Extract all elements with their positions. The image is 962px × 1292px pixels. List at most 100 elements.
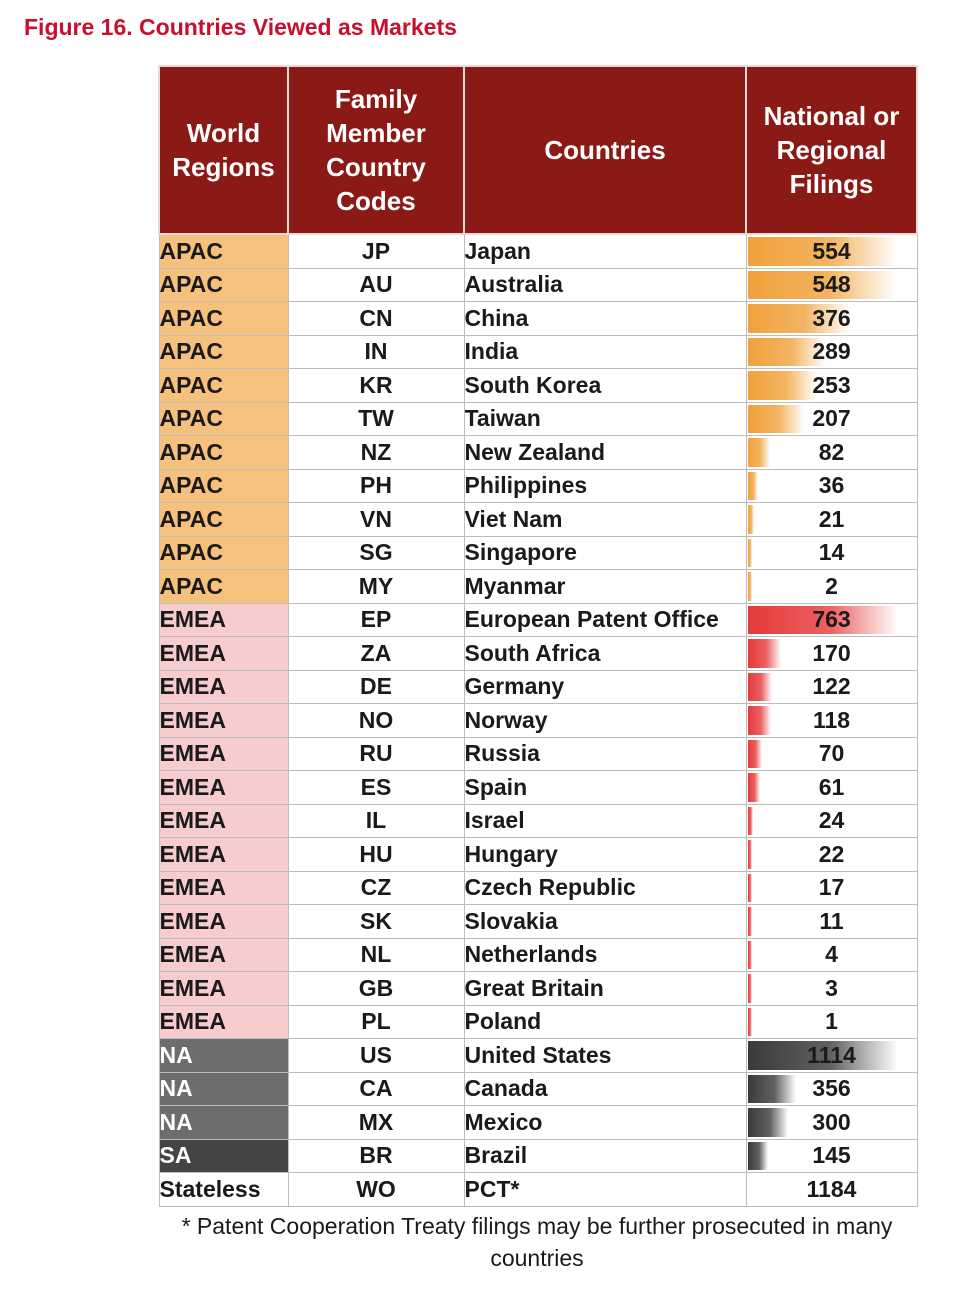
filings-cell: 17 — [746, 871, 917, 905]
country-name-cell: Myanmar — [464, 570, 746, 604]
table-row: APACCNChina376 — [159, 302, 917, 336]
region-cell: EMEA — [159, 603, 288, 637]
filings-databar — [748, 773, 760, 802]
filings-databar — [748, 673, 772, 702]
filings-databar — [748, 874, 752, 903]
country-name-cell: Norway — [464, 704, 746, 738]
filings-cell: 763 — [746, 603, 917, 637]
country-name-cell: Israel — [464, 804, 746, 838]
filings-cell: 61 — [746, 771, 917, 805]
region-cell: EMEA — [159, 804, 288, 838]
filings-value: 3 — [825, 975, 838, 1001]
region-cell: APAC — [159, 503, 288, 537]
country-name-cell: Great Britain — [464, 972, 746, 1006]
filings-cell: 122 — [746, 670, 917, 704]
region-cell: EMEA — [159, 972, 288, 1006]
table-row: NAUSUnited States1114 — [159, 1039, 917, 1073]
filings-cell: 14 — [746, 536, 917, 570]
country-name-cell: Australia — [464, 268, 746, 302]
filings-cell: 253 — [746, 369, 917, 403]
table-row: APACSGSingapore14 — [159, 536, 917, 570]
country-name-cell: United States — [464, 1039, 746, 1073]
filings-value: 300 — [812, 1109, 850, 1135]
filings-value: 122 — [812, 673, 850, 699]
filings-value: 24 — [819, 807, 845, 833]
region-cell: APAC — [159, 536, 288, 570]
markets-table: World Regions Family Member Country Code… — [158, 65, 918, 1207]
filings-databar — [748, 941, 752, 970]
country-code-cell: TW — [288, 402, 464, 436]
figure-title: Figure 16. Countries Viewed as Markets — [24, 14, 457, 41]
country-code-cell: NL — [288, 938, 464, 972]
country-name-cell: India — [464, 335, 746, 369]
filings-cell: 118 — [746, 704, 917, 738]
country-name-cell: New Zealand — [464, 436, 746, 470]
filings-value: 1 — [825, 1008, 838, 1034]
filings-value: 70 — [819, 740, 845, 766]
filings-databar — [748, 1142, 768, 1171]
table-row: APACKRSouth Korea253 — [159, 369, 917, 403]
filings-cell: 376 — [746, 302, 917, 336]
filings-databar — [748, 472, 758, 501]
filings-cell: 145 — [746, 1139, 917, 1173]
filings-cell: 554 — [746, 234, 917, 268]
country-name-cell: Poland — [464, 1005, 746, 1039]
filings-cell: 289 — [746, 335, 917, 369]
table-row: EMEAILIsrael 24 — [159, 804, 917, 838]
filings-cell: 3 — [746, 972, 917, 1006]
country-name-cell: European Patent Office — [464, 603, 746, 637]
country-code-cell: IL — [288, 804, 464, 838]
region-cell: EMEA — [159, 905, 288, 939]
filings-cell: 11 — [746, 905, 917, 939]
region-cell: EMEA — [159, 838, 288, 872]
filings-value: 145 — [812, 1142, 850, 1168]
filings-value: 554 — [812, 238, 850, 264]
filings-value: 36 — [819, 472, 845, 498]
table-row: EMEAGBGreat Britain3 — [159, 972, 917, 1006]
filings-value: 82 — [819, 439, 845, 465]
country-code-cell: EP — [288, 603, 464, 637]
filings-cell: 70 — [746, 737, 917, 771]
country-name-cell: Slovakia — [464, 905, 746, 939]
filings-cell: 207 — [746, 402, 917, 436]
country-code-cell: MX — [288, 1106, 464, 1140]
region-cell: APAC — [159, 302, 288, 336]
filings-value: 356 — [812, 1075, 850, 1101]
filings-value: 763 — [812, 606, 850, 632]
filings-databar — [748, 840, 752, 869]
country-code-cell: WO — [288, 1173, 464, 1207]
footnote: * Patent Cooperation Treaty filings may … — [160, 1210, 914, 1274]
country-name-cell: Brazil — [464, 1139, 746, 1173]
table-row: EMEADEGermany122 — [159, 670, 917, 704]
table-row: EMEASKSlovakia11 — [159, 905, 917, 939]
filings-cell: 548 — [746, 268, 917, 302]
filings-cell: 170 — [746, 637, 917, 671]
country-name-cell: Singapore — [464, 536, 746, 570]
country-name-cell: Taiwan — [464, 402, 746, 436]
filings-value: 170 — [812, 640, 850, 666]
country-name-cell: Canada — [464, 1072, 746, 1106]
region-cell: EMEA — [159, 938, 288, 972]
table-row: APACTWTaiwan207 — [159, 402, 917, 436]
region-cell: APAC — [159, 436, 288, 470]
filings-cell: 24 — [746, 804, 917, 838]
country-code-cell: CA — [288, 1072, 464, 1106]
region-cell: EMEA — [159, 1005, 288, 1039]
filings-cell: 36 — [746, 469, 917, 503]
country-code-cell: PH — [288, 469, 464, 503]
table-body: APACJPJapan554APACAUAustralia548APACCNCh… — [159, 234, 917, 1206]
table-row: APACPHPhilippines 36 — [159, 469, 917, 503]
region-cell: EMEA — [159, 871, 288, 905]
filings-cell: 356 — [746, 1072, 917, 1106]
country-name-cell: Philippines — [464, 469, 746, 503]
region-cell: APAC — [159, 469, 288, 503]
filings-cell: 82 — [746, 436, 917, 470]
filings-value: 376 — [812, 305, 850, 331]
country-name-cell: Netherlands — [464, 938, 746, 972]
table-row: APACVNViet Nam21 — [159, 503, 917, 537]
country-name-cell: Russia — [464, 737, 746, 771]
region-cell: EMEA — [159, 737, 288, 771]
country-name-cell: South Africa — [464, 637, 746, 671]
table-row: EMEACZCzech Republic17 — [159, 871, 917, 905]
filings-cell: 22 — [746, 838, 917, 872]
